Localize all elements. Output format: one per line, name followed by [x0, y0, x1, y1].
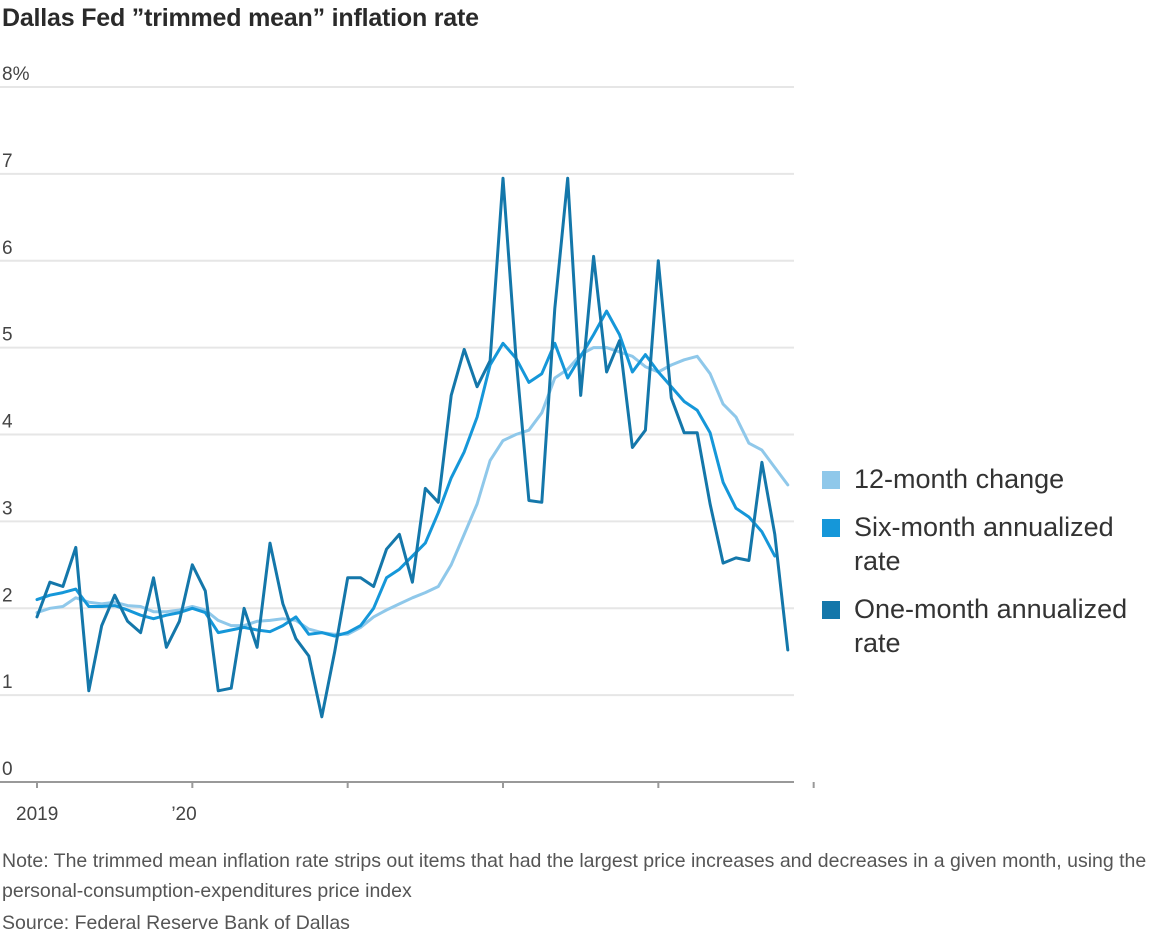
chart-source: Source: Federal Reserve Bank of Dallas [2, 912, 350, 934]
x-axis: 2019 ’20 [0, 781, 815, 825]
x-tick-label-0: 2019 [16, 804, 58, 825]
series-lines [35, 176, 790, 719]
legend-item-one-month: One-month annualized rate [822, 592, 1152, 660]
legend-swatch-one-month [822, 601, 840, 619]
chart-title: Dallas Fed ”trimmed mean” inflation rate [2, 4, 479, 32]
series-line-0 [35, 346, 790, 636]
y-axis-tick-labels: 0 1 2 3 4 5 6 7 8% [2, 64, 30, 780]
y-tick-label-7: 7 [2, 151, 13, 172]
series-line-1 [35, 309, 777, 638]
legend-label-one-month: One-month annualized rate [854, 594, 1128, 658]
y-tick-label-5: 5 [2, 325, 13, 346]
series-line-2 [35, 176, 790, 719]
y-tick-label-6: 6 [2, 238, 13, 259]
x-tick-label-12: ’20 [171, 804, 196, 825]
y-tick-label-3: 3 [2, 498, 13, 519]
legend-item-six-month: Six-month annualized rate [822, 510, 1152, 578]
chart-note: Note: The trimmed mean inflation rate st… [2, 850, 1147, 902]
grid-lines [0, 86, 794, 697]
y-tick-label-0: 0 [2, 759, 13, 780]
legend-label-six-month: Six-month annualized rate [854, 512, 1114, 576]
y-tick-label-1: 1 [2, 672, 13, 693]
legend-swatch-12-month [822, 471, 840, 489]
legend-swatch-six-month [822, 519, 840, 537]
legend-label-12-month: 12-month change [854, 464, 1065, 494]
y-tick-label-4: 4 [2, 412, 13, 433]
y-tick-label-8: 8% [2, 64, 30, 85]
y-tick-label-2: 2 [2, 585, 13, 606]
legend-item-12-month: 12-month change [822, 462, 1152, 496]
legend: 12-month change Six-month annualized rat… [822, 462, 1152, 674]
